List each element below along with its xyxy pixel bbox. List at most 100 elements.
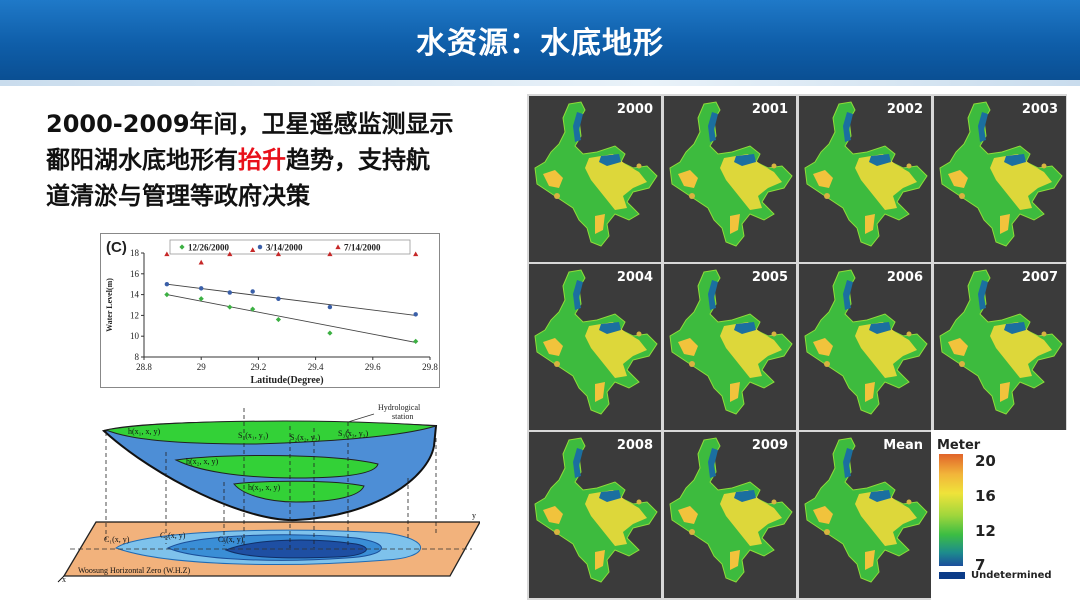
trend-line-1 [166, 283, 416, 316]
chart-x-label: Latitude(Degree) [250, 375, 323, 386]
legend-label-1: 3/14/2000 [266, 243, 303, 253]
title-bar-stripe [0, 80, 1080, 86]
label-c2: C₂(x, y) [160, 531, 186, 540]
y-tick-label: 12 [130, 310, 139, 320]
map-year-label: 2000 [616, 102, 653, 117]
hydro-label: Hydrological [378, 403, 421, 412]
map-tile: 2005 [664, 264, 796, 430]
chart-panel-label: (C) [106, 239, 127, 256]
label-baseline: Woosung Horizontal Zero (W.H.Z) [78, 566, 190, 575]
y-tick-label: 8 [135, 352, 140, 362]
data-point-series-0 [198, 296, 204, 302]
label-h2: h(x₂, x, y) [186, 457, 218, 466]
map-tile: 2008 [529, 432, 661, 598]
desc-line-3: 道清淤与管理等政府决策 [46, 182, 310, 210]
map-tile: Mean [799, 432, 931, 598]
data-point-series-2 [327, 251, 333, 257]
map-year-label: 2001 [751, 102, 788, 117]
legend-marker-2 [335, 244, 341, 250]
x-tick-label: 28.8 [136, 362, 152, 372]
label-s2: S₂(x₂, y₂) [290, 433, 320, 442]
station-label: station [392, 412, 413, 421]
data-point-series-1 [227, 290, 233, 295]
x-tick-label: 29.8 [422, 362, 438, 372]
label-axis-y: y [472, 511, 476, 520]
slide-title: 水资源：水底地形 [416, 26, 664, 61]
bathymetry-diagram: Hydrological station h(x₁, x, y) S₁(x₁, … [56, 398, 482, 584]
legend-title: Meter [937, 438, 981, 453]
title-bar [0, 0, 1080, 80]
trend-line-0 [166, 294, 416, 343]
map-tile: 2009 [664, 432, 796, 598]
map-tile: 2002 [799, 96, 931, 262]
slide-description: 2000-2009年间，卫星遥感监测显示 鄱阳湖水底地形有抬升趋势，支持航 道清… [46, 106, 506, 214]
label-c3: C₃(x, y) [218, 535, 244, 544]
water-layer-1 [104, 420, 437, 445]
label-axis-x: x [62, 575, 66, 583]
legend-max: 20 [975, 452, 996, 470]
data-point-series-1 [327, 304, 333, 310]
y-tick-label: 10 [130, 331, 140, 341]
depth-legend: Meter 20 16 12 7 Undetermined [931, 430, 1067, 600]
desc-line-2-b: 趋势，支持航 [286, 146, 430, 174]
legend-label-2: 7/14/2000 [344, 243, 381, 253]
legend-color-bar [939, 454, 963, 566]
legend-marker-1 [257, 244, 263, 250]
map-year-label: 2003 [1021, 102, 1058, 117]
legend-marker-0 [179, 244, 185, 250]
data-point-series-2 [275, 251, 282, 257]
label-s3: S₃(x₃, y₃) [338, 429, 368, 438]
map-year-label: 2009 [751, 438, 788, 453]
water-layer-3 [233, 480, 365, 503]
x-tick-label: 29.6 [365, 362, 381, 372]
x-tick-label: 29 [197, 362, 207, 372]
legend-undetermined-swatch [939, 572, 965, 579]
desc-highlight: 抬升 [238, 146, 286, 174]
map-tile: 2004 [529, 264, 661, 430]
desc-line-1: 2000-2009年间，卫星遥感监测显示 [46, 110, 454, 138]
map-tile: 2003 [934, 96, 1066, 262]
data-point-series-2 [164, 251, 170, 257]
legend-undetermined: Undetermined [971, 570, 1052, 581]
label-h1: h(x₁, x, y) [128, 427, 160, 436]
map-year-label: 2002 [886, 102, 923, 117]
legend-16: 16 [975, 487, 996, 505]
map-year-label: 2008 [616, 438, 653, 453]
data-point-series-2 [198, 259, 204, 265]
map-year-label: 2005 [751, 270, 788, 285]
data-point-series-1 [250, 289, 255, 294]
desc-line-2: 鄱阳湖水底地形有抬升趋势，支持航 [46, 142, 506, 178]
chart-y-label: Water Level(m) [105, 278, 114, 332]
map-tile: 2007 [934, 264, 1066, 430]
map-year-label: 2004 [616, 270, 653, 285]
legend-min: 7 [975, 556, 986, 574]
map-year-label: 2006 [886, 270, 923, 285]
map-tile: 2001 [664, 96, 796, 262]
data-point-series-1 [198, 286, 204, 291]
label-h3: h(x₃, x, y) [248, 483, 280, 492]
data-point-series-1 [413, 312, 418, 317]
data-point-series-0 [275, 316, 282, 323]
legend-label-0: 12/26/2000 [188, 243, 230, 253]
x-tick-label: 29.2 [251, 362, 267, 372]
data-point-series-1 [276, 296, 281, 301]
lake-map-grid: 2000 2001 2002 [527, 94, 1067, 600]
water-layer-2 [174, 455, 379, 479]
map-tile: 2000 [529, 96, 661, 262]
desc-line-2-a: 鄱阳湖水底地形有 [46, 146, 238, 174]
map-tile: 2006 [799, 264, 931, 430]
y-tick-label: 14 [130, 290, 140, 300]
legend-12: 12 [975, 522, 996, 540]
water-level-chart: (C) 12/26/2000 3/14/2000 7/14/2000 28.8 29 2… [100, 233, 440, 388]
data-point-series-2 [413, 251, 419, 257]
data-point-series-1 [164, 281, 170, 287]
y-tick-label: 18 [130, 248, 140, 258]
data-point-series-2 [227, 251, 233, 257]
y-tick-label: 16 [130, 269, 140, 279]
x-tick-label: 29.4 [308, 362, 324, 372]
map-year-label: Mean [883, 438, 923, 453]
label-s1: S₁(x₁, y₁) [238, 431, 268, 440]
map-year-label: 2007 [1021, 270, 1058, 285]
label-c1: C₁(x, y) [104, 535, 130, 544]
data-point-series-2 [250, 247, 256, 252]
